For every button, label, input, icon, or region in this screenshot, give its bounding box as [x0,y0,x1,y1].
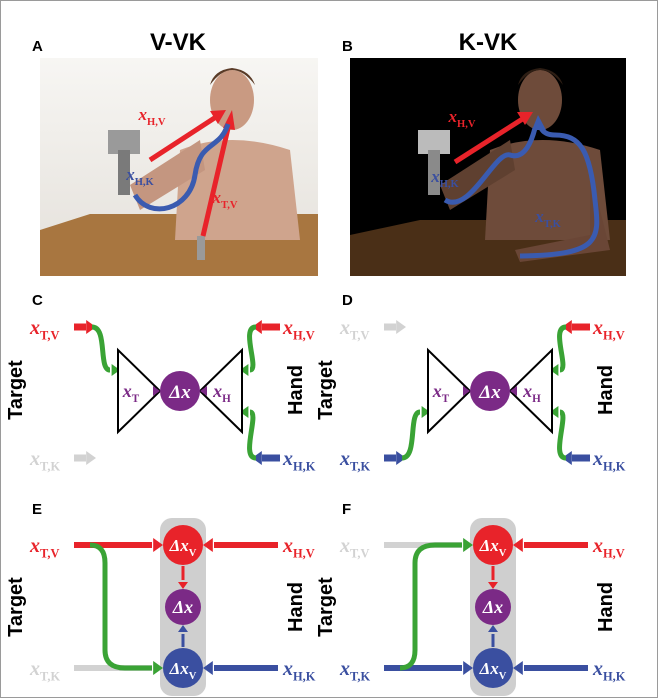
label-subscript: H,K [293,670,316,684]
label-symbol: x [122,381,132,401]
label-subscript: T,K [350,670,370,684]
label-symbol: x [339,317,350,339]
image-a [40,58,318,276]
label-subscript: T [442,393,450,405]
label-subscript: V [499,671,507,682]
label-symbol: Δx [172,597,193,617]
label-subscript: T,V [350,329,369,343]
panel-letter: F [342,501,351,518]
panel-letter: E [32,501,42,518]
hand-label: Hand [595,582,617,632]
label-symbol: x [29,658,40,680]
label-symbol: x [592,535,603,557]
math-label: Δx [482,597,503,617]
label-symbol: x [592,448,603,470]
label-symbol: x [432,381,442,401]
label-subscript: V [499,548,507,559]
label-symbol: x [29,317,40,339]
label-subscript: H,K [440,179,460,190]
label-symbol: x [29,448,40,470]
label-symbol: x [339,448,350,470]
hand-label: Hand [595,365,617,415]
label-symbol: x [282,658,293,680]
label-subscript: T [132,393,140,405]
image-b [350,58,626,276]
label-symbol: x [212,188,222,207]
label-symbol: x [138,105,148,124]
label-symbol: x [125,165,135,184]
target-label: Target [5,360,27,420]
label-subscript: T,K [40,670,60,684]
math-label: Δx [172,597,193,617]
label-subscript: H,V [147,117,166,128]
label-subscript: T,K [350,460,370,474]
panel-letter: C [32,292,43,309]
label-subscript: V [189,548,197,559]
label-symbol: x [282,448,293,470]
math-label: Δx [168,382,191,403]
label-subscript: T,V [40,547,59,561]
label-subscript: H,K [603,460,626,474]
label-symbol: x [339,658,350,680]
label-subscript: T,V [221,200,238,211]
label-symbol: Δx [169,536,190,555]
label-symbol: Δx [482,597,503,617]
label-subscript: H [222,393,231,405]
target-label: Target [315,577,337,637]
panel-letter: B [342,38,353,55]
label-subscript: H,V [293,547,315,561]
hand-label: Hand [285,365,307,415]
label-symbol: x [592,317,603,339]
label-symbol: Δx [479,659,500,678]
label-symbol: x [522,381,532,401]
panel-letter: D [342,292,353,309]
panel-title: K-VK [459,29,518,56]
label-symbol: x [212,381,222,401]
label-subscript: T,K [40,460,60,474]
label-symbol: Δx [168,382,191,403]
label-symbol: x [430,167,440,186]
label-symbol: x [339,535,350,557]
label-subscript: H,K [135,177,155,188]
label-subscript: T,K [544,219,562,230]
label-subscript: H,V [457,119,476,130]
math-label: Δx [478,382,501,403]
label-symbol: x [592,658,603,680]
panel-letter: A [32,38,43,55]
target-label: Target [5,577,27,637]
label-symbol: Δx [169,659,190,678]
figure: AV-VKBK-VKxH,VxH,KxT,VxH,VxH,KxT,KCTarge… [0,0,658,698]
label-symbol: Δx [479,536,500,555]
label-subscript: V [189,671,197,682]
label-symbol: x [282,317,293,339]
panel-title: V-VK [150,29,207,56]
label-symbol: x [448,107,458,126]
label-symbol: x [534,207,544,226]
hand-label: Hand [285,582,307,632]
label-subscript: H,K [603,670,626,684]
label-subscript: H [532,393,541,405]
label-symbol: Δx [478,382,501,403]
label-subscript: H,V [603,547,625,561]
label-subscript: T,V [40,329,59,343]
target-label: Target [315,360,337,420]
label-subscript: H,V [293,329,315,343]
label-subscript: H,V [603,329,625,343]
label-subscript: T,V [350,547,369,561]
label-symbol: x [29,535,40,557]
label-symbol: x [282,535,293,557]
label-subscript: H,K [293,460,316,474]
